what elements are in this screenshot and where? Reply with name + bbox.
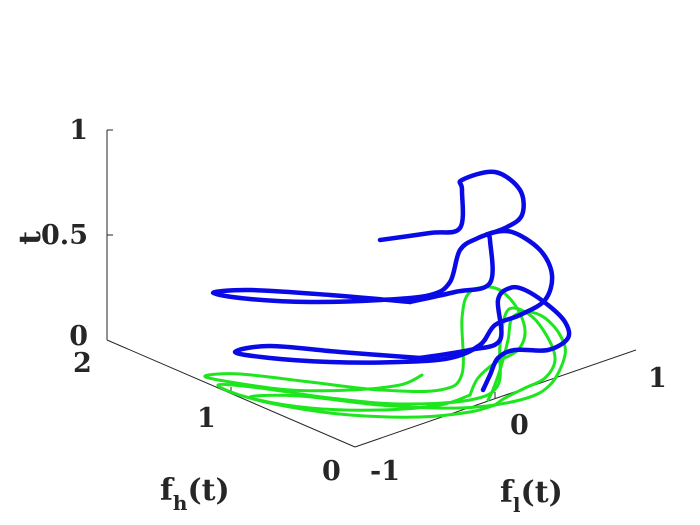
x-tick-label-2: 2 xyxy=(73,348,92,379)
y-axis-label-suffix: (t) xyxy=(521,475,563,510)
z-tick-label-0.5: 0.5 xyxy=(41,220,88,251)
projection-curve-5 xyxy=(203,285,527,397)
x-axis-label-suffix: (t) xyxy=(187,473,229,508)
x-axis-label-sub: h xyxy=(173,491,188,515)
projection-curve-6 xyxy=(216,306,557,412)
x-tick-label-0: 0 xyxy=(322,456,341,487)
trajectory-curve-3 xyxy=(417,284,572,393)
x-tick-label-1: 1 xyxy=(197,403,216,434)
y-axis-line xyxy=(354,349,637,448)
y-tick-label--1: -1 xyxy=(370,456,400,487)
x-axis-label-main: f xyxy=(160,473,175,508)
trajectory-curve-2 xyxy=(232,228,555,365)
y-axis-label: fl(t) xyxy=(500,475,563,517)
y-axis-label-main: f xyxy=(500,475,515,510)
z-tick-label-1: 1 xyxy=(69,115,88,146)
trajectory-curve-1 xyxy=(210,169,526,305)
y-tick-label-0: 0 xyxy=(510,410,529,441)
x-axis-label: fh(t) xyxy=(160,473,230,515)
z-tick-label-0: 0 xyxy=(69,321,88,352)
curves-group xyxy=(203,169,572,419)
y-tick-labels: -1 0 1 xyxy=(370,363,667,487)
z-axis-label: t xyxy=(13,231,48,245)
y-tick-label-1: 1 xyxy=(648,363,667,394)
x-tick-labels: 0 1 2 xyxy=(73,348,341,487)
axes-box xyxy=(106,129,637,448)
z-tick-labels: 0 0.5 1 xyxy=(41,115,88,352)
y-axis-label-sub: l xyxy=(513,493,521,517)
projection-curve-7 xyxy=(248,310,567,419)
